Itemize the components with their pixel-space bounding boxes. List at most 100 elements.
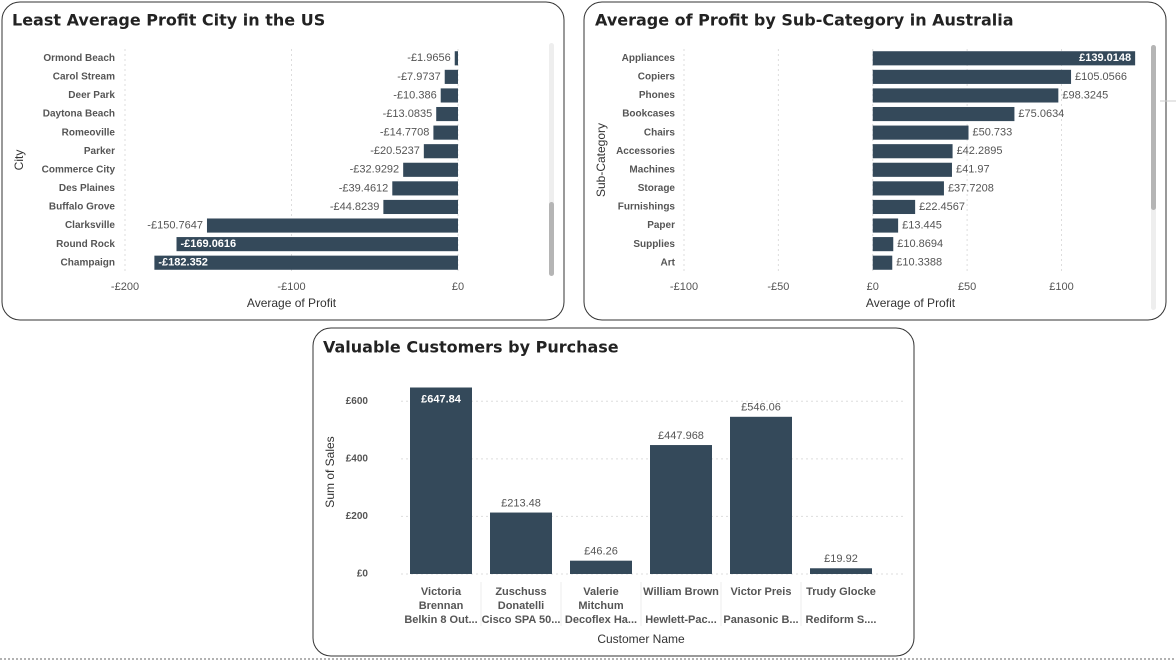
x-tick-label-box: Victoria Brennan bbox=[418, 586, 464, 612]
scrollbar-thumb[interactable] bbox=[1151, 45, 1156, 210]
data-label: £37.7208 bbox=[948, 182, 994, 194]
x-tick-label: William Brown bbox=[643, 586, 719, 598]
y-tick-label: Deer Park bbox=[68, 90, 115, 101]
bar bbox=[872, 69, 1072, 84]
chart-title: Average of Profit by Sub-Category in Aus… bbox=[595, 11, 1014, 30]
y-tick-label: Bookcases bbox=[622, 109, 675, 120]
bar bbox=[872, 51, 1136, 66]
y-tick-label: Des Plaines bbox=[59, 183, 116, 194]
data-label: £647.84 bbox=[421, 393, 462, 405]
y-tick-label: Buffalo Grove bbox=[49, 202, 116, 213]
bar bbox=[872, 144, 953, 159]
data-label: £10.8694 bbox=[897, 238, 943, 250]
bar bbox=[176, 237, 458, 252]
data-label: £42.2895 bbox=[957, 145, 1003, 157]
y-tick-label: Appliances bbox=[622, 53, 676, 64]
panel bbox=[1, 1, 565, 321]
y-tick-label: Furnishings bbox=[618, 202, 676, 213]
x-tick-label-box: Belkin 8 Out... bbox=[404, 614, 478, 626]
x-axis-title: Customer Name bbox=[597, 632, 685, 646]
chart-title: Least Average Profit City in the US bbox=[12, 11, 325, 30]
data-label: £213.48 bbox=[501, 497, 541, 509]
x-tick-label: -£50 bbox=[767, 281, 789, 293]
bar bbox=[454, 51, 458, 66]
x-tick-label: Rediform S.... bbox=[805, 614, 877, 626]
y-tick-label: £200 bbox=[346, 511, 369, 522]
y-tick-label: £600 bbox=[346, 396, 369, 407]
x-tick-label-box: Victor Preis bbox=[730, 586, 792, 598]
x-tick-label: Victoria Brennan bbox=[418, 586, 464, 612]
y-tick-label: Ormond Beach bbox=[43, 53, 115, 64]
bar bbox=[423, 144, 458, 159]
bar bbox=[444, 69, 458, 84]
bar bbox=[872, 106, 1015, 122]
data-label: -£39.4612 bbox=[339, 182, 389, 194]
bar bbox=[206, 218, 458, 233]
bar bbox=[490, 512, 552, 574]
y-tick-label: Art bbox=[661, 257, 676, 268]
y-tick-label: Storage bbox=[638, 183, 676, 194]
data-label: £41.97 bbox=[956, 164, 990, 176]
bar bbox=[872, 218, 899, 233]
bar bbox=[570, 560, 632, 574]
y-tick-label: £400 bbox=[346, 453, 369, 464]
bar bbox=[872, 162, 952, 177]
x-tick-label-box: Valerie Mitchum bbox=[578, 586, 623, 612]
data-label: -£44.8239 bbox=[330, 201, 380, 213]
x-tick-label-box: Rediform S.... bbox=[805, 614, 877, 626]
x-tick-label: -£200 bbox=[111, 281, 139, 293]
bar bbox=[650, 445, 712, 574]
data-label: £22.4567 bbox=[919, 201, 965, 213]
x-tick-label: £0 bbox=[452, 281, 464, 293]
scrollbar-thumb[interactable] bbox=[549, 202, 554, 276]
x-tick-label-box: Cisco SPA 50... bbox=[482, 614, 561, 626]
y-tick-label: Parker bbox=[84, 146, 115, 157]
bar bbox=[436, 106, 458, 122]
bar bbox=[383, 199, 458, 215]
bar bbox=[872, 199, 916, 215]
y-tick-label: Supplies bbox=[633, 239, 675, 250]
y-tick-label: Phones bbox=[639, 90, 676, 101]
y-axis-title: City bbox=[12, 150, 26, 171]
y-tick-label: Paper bbox=[647, 220, 675, 231]
data-label: £447.968 bbox=[658, 430, 704, 442]
x-tick-label-box: Decoflex Ha... bbox=[565, 614, 637, 626]
data-label: -£150.7647 bbox=[147, 219, 203, 231]
bar bbox=[433, 125, 458, 140]
data-label: -£1.9656 bbox=[407, 52, 450, 64]
x-tick-label: Victor Preis bbox=[730, 586, 792, 598]
y-tick-label: Chairs bbox=[644, 127, 676, 138]
data-label: £139.0148 bbox=[1079, 52, 1131, 64]
y-tick-label: Daytona Beach bbox=[43, 109, 115, 120]
bar bbox=[872, 237, 894, 252]
x-tick-label: -£100 bbox=[670, 281, 698, 293]
data-label: £75.0634 bbox=[1018, 108, 1064, 120]
x-tick-label-box: Panasonic B... bbox=[723, 614, 798, 626]
bar bbox=[392, 181, 458, 196]
bar bbox=[872, 181, 944, 196]
data-label: £19.92 bbox=[824, 553, 858, 565]
data-label: -£10.386 bbox=[393, 89, 436, 101]
x-tick-label: Hewlett-Pac... bbox=[645, 614, 717, 626]
data-label: £13.445 bbox=[902, 219, 942, 231]
y-tick-label: Machines bbox=[629, 164, 675, 175]
x-tick-label: Belkin 8 Out... bbox=[404, 614, 478, 626]
y-tick-label: Carol Stream bbox=[53, 72, 115, 83]
x-axis-title: Average of Profit bbox=[866, 296, 956, 310]
y-tick-label: Romeoville bbox=[62, 127, 116, 138]
y-tick-label: Round Rock bbox=[56, 239, 115, 250]
x-tick-label: £0 bbox=[867, 281, 879, 293]
y-tick-label: Commerce City bbox=[42, 164, 116, 175]
x-axis-title: Average of Profit bbox=[247, 296, 337, 310]
bar bbox=[154, 255, 459, 270]
x-tick-label: -£100 bbox=[277, 281, 305, 293]
x-tick-label: £100 bbox=[1049, 281, 1073, 293]
y-tick-label: £0 bbox=[357, 569, 369, 580]
panel bbox=[583, 1, 1167, 321]
bar bbox=[872, 255, 893, 270]
y-axis-title: Sum of Sales bbox=[323, 436, 337, 507]
data-label: -£169.0616 bbox=[181, 238, 237, 250]
x-tick-label-box: Hewlett-Pac... bbox=[645, 614, 717, 626]
